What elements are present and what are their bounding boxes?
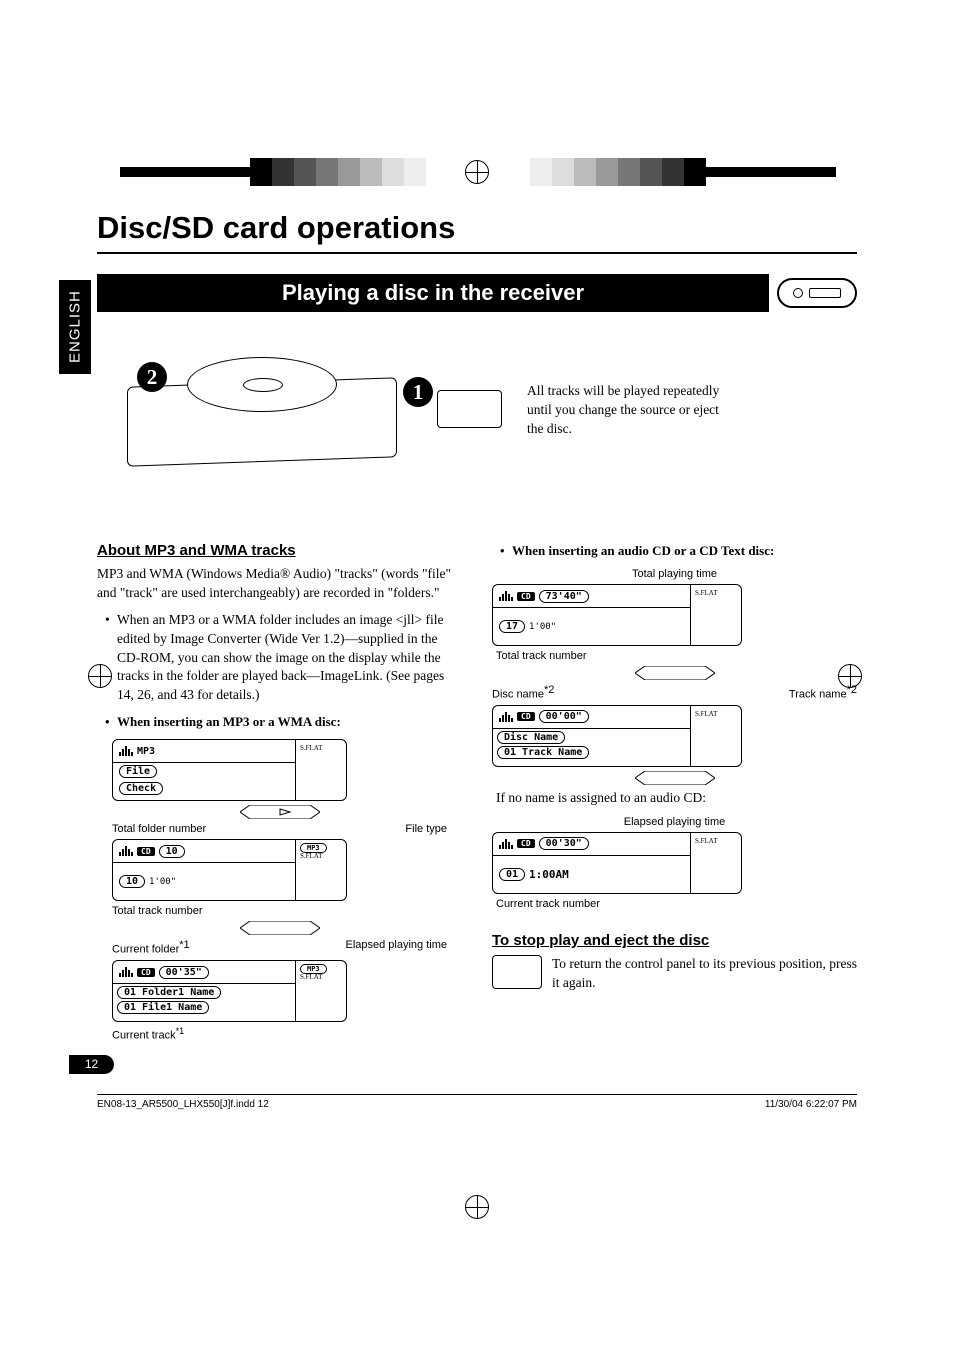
total-time-label: Total playing time [492, 568, 857, 580]
elapsed-label: Elapsed playing time [492, 816, 857, 828]
header-bar: Playing a disc in the receiver [97, 274, 857, 312]
about-bullet: When an MP3 or a WMA folder includes an … [97, 611, 462, 705]
eject-panel-icon [492, 955, 542, 989]
header-title: Playing a disc in the receiver [97, 274, 769, 312]
footer-date: 11/30/04 6:22:07 PM [765, 1099, 857, 1110]
panel-illustration [437, 390, 502, 428]
cd-indicator: CD [517, 839, 535, 848]
transition-arrow-icon [635, 666, 715, 680]
left-column: About MP3 and WMA tracks MP3 and WMA (Wi… [97, 542, 462, 1044]
repeat-note: All tracks will be played repeatedly unt… [527, 382, 727, 439]
track-count: 10 [119, 875, 145, 888]
flat-label: S.FLAT [300, 744, 322, 752]
folder-name: 01 Folder1 Name [117, 986, 221, 999]
curtrack-label: Current track number [496, 898, 857, 910]
language-tab: ENGLISH [59, 280, 91, 374]
flat-label: S.FLAT [695, 837, 717, 845]
section-title: Disc/SD card operations [97, 210, 857, 254]
cd-indicator: CD [517, 712, 535, 721]
filetype-label: File type [405, 823, 447, 835]
step-one-marker: 1 [403, 377, 433, 407]
time: 1'00" [529, 622, 556, 632]
clock: 1:00AM [529, 868, 569, 881]
lcd-cd-2: CD 00'00" Disc Name 01 Track Name S.FLAT [492, 705, 742, 767]
curfolder-label: Current folder*1 [112, 939, 190, 956]
lcd-text: MP3 [137, 746, 155, 757]
illustration-area: 2 1 All tracks will be played repeatedly… [97, 322, 857, 532]
track-num: 01 [499, 868, 525, 881]
insert-cd-label: When inserting an audio CD or a CD Text … [492, 542, 857, 560]
color-bar-right [530, 158, 836, 186]
total-time: 73'40" [539, 590, 589, 603]
lcd-file: File [119, 765, 157, 778]
registration-mark-bottom [465, 1195, 489, 1219]
track-name: 01 Track Name [497, 746, 589, 759]
trackname-label: Track name*2 [789, 684, 857, 701]
lcd-cd-3: CD 00'30" 01 1:00AM S.FLAT [492, 832, 742, 894]
footer: EN08-13_AR5500_LHX550[J]f.indd 12 11/30/… [97, 1094, 857, 1114]
lcd-mp3-2: CD 10 10 1'00" MP3 S.FLAT [112, 839, 347, 901]
lcd-cd-1: CD 73'40" 17 1'00" S.FLAT [492, 584, 742, 646]
color-bar-left [120, 158, 426, 186]
lcd-check: Check [119, 782, 163, 795]
insert-mp3-label: When inserting an MP3 or a WMA disc: [97, 713, 462, 731]
cd-indicator: CD [137, 847, 155, 856]
flat-label: S.FLAT [300, 973, 322, 981]
flat-label: S.FLAT [695, 710, 717, 718]
receiver-illustration [127, 332, 397, 472]
stop-title: To stop play and eject the disc [492, 932, 857, 949]
footer-file: EN08-13_AR5500_LHX550[J]f.indd 12 [97, 1099, 269, 1110]
transition-arrow-icon [240, 921, 320, 935]
flat-label: S.FLAT [300, 852, 322, 860]
elapsed-time: 00'30" [539, 837, 589, 850]
stop-body: To return the control panel to its previ… [552, 955, 857, 993]
elapsed-time: 00'35" [159, 966, 209, 979]
tracknum-label: Total track number [112, 905, 462, 917]
discname-label: Disc name*2 [492, 684, 554, 701]
elapsed: 00'00" [539, 710, 589, 723]
lcd-mp3-1: MP3 File Check S.FLAT [112, 739, 347, 801]
lcd-mp3-3: CD 00'35" 01 Folder1 Name 01 File1 Name … [112, 960, 347, 1022]
total-track-label: Total track number [496, 650, 857, 662]
transition-arrow-icon [240, 805, 320, 819]
transition-arrow-icon [635, 771, 715, 785]
disc-name: Disc Name [497, 731, 565, 744]
flat-label: S.FLAT [695, 589, 717, 597]
right-column: When inserting an audio CD or a CD Text … [492, 542, 857, 1044]
about-title: About MP3 and WMA tracks [97, 542, 462, 559]
curtrack-label: Current track*1 [112, 1026, 462, 1042]
folder-count: 10 [159, 845, 185, 858]
disc-slot-icon [777, 278, 857, 308]
elapsed-label: Elapsed playing time [345, 939, 447, 956]
file-name: 01 File1 Name [117, 1001, 209, 1014]
track-num: 17 [499, 620, 525, 633]
no-name-text: If no name is assigned to an audio CD: [496, 789, 857, 808]
page-number: 12 [69, 1055, 114, 1074]
cd-indicator: CD [517, 592, 535, 601]
cd-indicator: CD [137, 968, 155, 977]
registration-mark-top [465, 160, 489, 184]
about-body: MP3 and WMA (Windows Media® Audio) "trac… [97, 565, 462, 603]
folder-label: Total folder number [112, 823, 206, 835]
time: 1'00" [149, 877, 176, 887]
step-two-marker: 2 [137, 362, 167, 392]
